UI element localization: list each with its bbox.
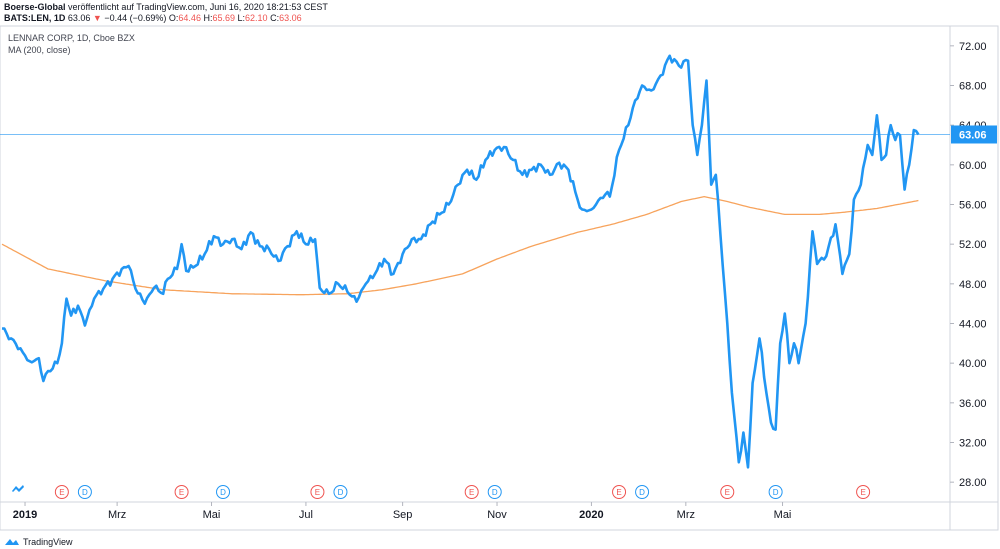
dividend-marker[interactable]: D (768, 485, 783, 499)
svg-text:E: E (616, 488, 621, 497)
dividend-marker[interactable]: D (635, 485, 650, 499)
y-tick-label: 48.00 (959, 279, 987, 291)
legend-series-title[interactable]: LENNAR CORP, 1D, Cboe BZX (8, 33, 135, 43)
last-price-label: 63.06 (951, 125, 997, 144)
svg-text:63.06: 63.06 (959, 129, 987, 141)
last-price: 63.06 (67, 13, 91, 23)
x-tick-label: Jul (299, 509, 313, 521)
price-series-line[interactable] (1, 54, 920, 469)
earnings-marker[interactable]: E (720, 485, 735, 499)
svg-text:D: D (82, 488, 88, 497)
svg-text:D: D (492, 488, 498, 497)
close-label: C: (270, 13, 280, 23)
svg-text:E: E (860, 488, 865, 497)
y-tick-label: 72.00 (959, 41, 987, 53)
y-tick-label: 52.00 (959, 239, 987, 251)
high-value: 65.69 (212, 13, 235, 23)
symbol-label: BATS:LEN, 1D (4, 13, 66, 23)
y-tick-label: 32.00 (959, 438, 987, 450)
y-tick-label: 40.00 (959, 358, 987, 370)
down-arrow-icon: ▼ (92, 13, 102, 23)
svg-text:E: E (59, 488, 64, 497)
x-axis[interactable]: 2019 Mrz Mai Jul Sep Nov 2020 Mrz Mai (13, 502, 792, 521)
svg-text:E: E (315, 488, 320, 497)
earnings-marker[interactable]: E (464, 485, 479, 499)
legend-ma-title[interactable]: MA (200, close) (8, 45, 71, 55)
earnings-marker[interactable]: E (856, 485, 871, 499)
y-tick-label: 28.00 (959, 477, 987, 489)
y-axis[interactable]: 72.0068.0064.0060.0056.0052.0048.0044.00… (950, 41, 987, 489)
svg-text:E: E (725, 488, 730, 497)
y-tick-label: 56.00 (959, 200, 987, 212)
dividend-marker[interactable]: D (333, 485, 348, 499)
chart-logo-icon[interactable] (10, 482, 26, 494)
close-value: 63.06 (279, 13, 302, 23)
low-label: L: (237, 13, 246, 23)
y-tick-label: 36.00 (959, 398, 987, 410)
x-tick-label: Mrz (108, 509, 126, 521)
ma-series-line[interactable] (1, 195, 919, 296)
published-text: veröffentlicht auf TradingView.com, Juni… (68, 2, 328, 12)
x-tick-label: Mai (203, 509, 221, 521)
x-tick-label: Mai (774, 509, 792, 521)
earnings-marker[interactable]: E (310, 485, 325, 499)
published-line: Boerse-Global veröffentlicht auf Trading… (4, 2, 328, 13)
open-label: O: (168, 13, 179, 23)
quote-line: BATS:LEN, 1D 63.06 ▼ −0.44 (−0.69%) O:64… (4, 13, 328, 24)
dividend-marker[interactable]: D (77, 485, 92, 499)
y-tick-label: 44.00 (959, 319, 987, 331)
svg-text:E: E (469, 488, 474, 497)
footer: TradingView (4, 537, 73, 547)
open-value: 64.46 (178, 13, 201, 23)
high-label: H: (203, 13, 213, 23)
earnings-marker[interactable]: E (54, 485, 69, 499)
svg-text:D: D (220, 488, 226, 497)
price-change: −0.44 (−0.69%) (104, 13, 167, 23)
x-tick-label: 2020 (579, 509, 603, 521)
low-value: 62.10 (245, 13, 268, 23)
dividend-marker[interactable]: D (216, 485, 231, 499)
chart-legend: LENNAR CORP, 1D, Cboe BZX MA (200, close… (8, 32, 135, 56)
publisher-name: Boerse-Global (4, 2, 66, 12)
x-tick-label: Mrz (677, 509, 695, 521)
footer-brand[interactable]: TradingView (23, 537, 73, 547)
earnings-marker[interactable]: E (612, 485, 627, 499)
x-tick-label: Sep (393, 509, 413, 521)
y-tick-label: 60.00 (959, 160, 987, 172)
tradingview-logo-icon (5, 539, 19, 545)
svg-text:D: D (338, 488, 344, 497)
x-tick-label: Nov (487, 509, 507, 521)
earnings-marker[interactable]: E (174, 485, 189, 499)
x-tick-label: 2019 (13, 509, 37, 521)
dividend-marker[interactable]: D (487, 485, 502, 499)
chart-header: Boerse-Global veröffentlicht auf Trading… (4, 2, 328, 24)
svg-text:D: D (773, 488, 779, 497)
y-tick-label: 68.00 (959, 81, 987, 93)
svg-text:D: D (639, 488, 645, 497)
svg-text:E: E (179, 488, 184, 497)
plot-frame (0, 25, 999, 531)
